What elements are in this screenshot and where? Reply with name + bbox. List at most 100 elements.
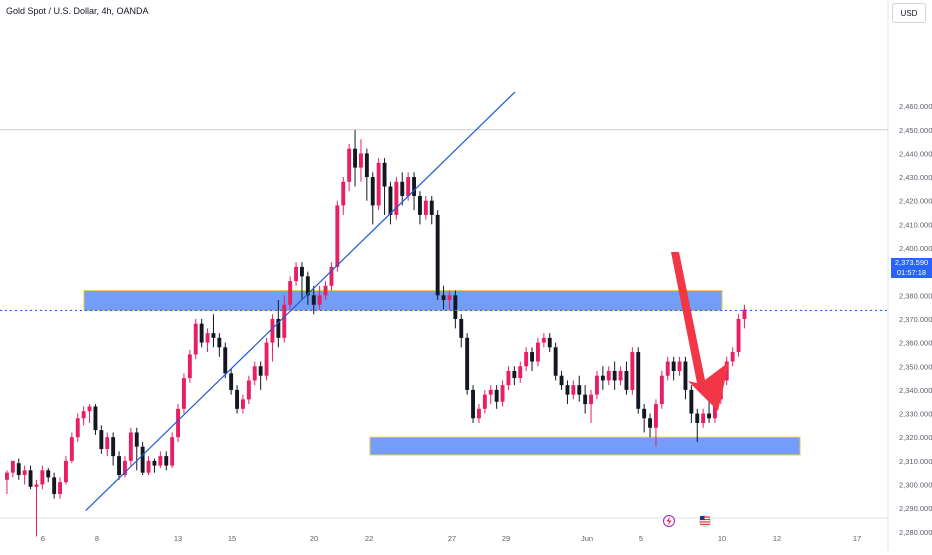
candle-body <box>571 385 576 395</box>
candle-body <box>471 389 475 419</box>
overlays <box>0 91 888 511</box>
candle <box>465 333 470 395</box>
candle <box>677 356 682 376</box>
candle <box>618 366 623 386</box>
y-tick-label: 2,280.000 <box>899 528 932 537</box>
candle <box>158 451 163 468</box>
candle-body <box>541 337 546 343</box>
candle-body <box>270 318 275 343</box>
candle-body <box>193 323 198 355</box>
candle-body <box>22 470 27 476</box>
candle <box>648 413 652 438</box>
candle <box>252 361 257 386</box>
y-tick-label: 2,340.000 <box>899 386 932 395</box>
x-tick-label: 10 <box>718 534 726 543</box>
candle <box>730 347 735 367</box>
candle <box>447 290 452 310</box>
candle-body <box>99 430 104 450</box>
candle <box>75 413 80 442</box>
candle-body <box>364 153 369 178</box>
candle-body <box>359 153 363 168</box>
candle <box>329 262 334 291</box>
candle <box>512 366 517 386</box>
candle-body <box>294 266 298 282</box>
trendline <box>85 91 516 511</box>
candle <box>5 470 9 494</box>
currency-button[interactable]: USD <box>892 3 926 23</box>
candle-body <box>736 318 741 353</box>
candle-body <box>46 470 51 478</box>
candle-body <box>659 375 664 405</box>
candle <box>665 356 670 381</box>
candle <box>69 432 74 464</box>
candle <box>701 408 706 428</box>
candle-body <box>58 482 62 494</box>
candle-body <box>423 200 428 215</box>
candle <box>28 465 33 490</box>
candle <box>636 347 641 414</box>
candle-body <box>671 361 676 371</box>
candle <box>689 385 694 424</box>
candle <box>10 460 15 478</box>
icons <box>663 515 711 527</box>
candle <box>229 368 234 395</box>
candle <box>187 349 192 383</box>
candle-body <box>252 366 257 381</box>
candle-body <box>618 370 623 381</box>
y-tick-label: 2,460.000 <box>899 102 932 111</box>
candle <box>111 432 116 466</box>
candle <box>364 148 369 201</box>
candle-body <box>565 385 570 395</box>
candle-body <box>176 408 180 438</box>
candle <box>518 361 523 383</box>
candle <box>577 375 582 402</box>
candle <box>536 337 540 367</box>
candle-body <box>258 366 263 376</box>
candle <box>471 385 475 424</box>
candle-body <box>429 200 434 215</box>
candle <box>353 129 357 187</box>
candle-body <box>81 411 86 419</box>
x-tick-label: Jun <box>581 534 593 543</box>
flag-canton <box>700 516 705 520</box>
candle <box>659 370 664 409</box>
candle-body <box>282 304 287 338</box>
candle-body <box>406 177 411 196</box>
candle <box>264 337 269 381</box>
candle <box>441 285 446 310</box>
flag-stripe <box>700 521 710 523</box>
candle <box>146 456 151 476</box>
candle <box>606 366 611 386</box>
candle-body <box>211 333 216 338</box>
flag-stripe <box>700 523 710 525</box>
candles <box>5 129 747 537</box>
candle-body <box>494 389 499 402</box>
candle-body <box>347 148 352 182</box>
candle-body <box>577 385 582 395</box>
countdown-label: 01:57:18 <box>896 268 927 277</box>
candle <box>553 342 558 381</box>
current-price-tag: 2,373.590 01:57:18 <box>891 258 932 278</box>
candle <box>176 404 180 442</box>
candle-body <box>536 342 540 362</box>
candle-body <box>394 181 399 215</box>
candle-body <box>146 460 151 473</box>
candle <box>595 370 599 400</box>
candle <box>123 456 127 478</box>
candle-body <box>465 337 470 390</box>
candle <box>695 408 700 442</box>
candle-body <box>512 370 517 379</box>
candle <box>347 143 352 192</box>
candle <box>341 177 346 215</box>
candle-body <box>606 370 611 381</box>
candle <box>170 432 175 468</box>
candle-body <box>689 389 694 414</box>
candle-body <box>170 437 175 466</box>
candle <box>488 385 493 405</box>
candle <box>541 333 546 348</box>
candle-body <box>459 318 464 338</box>
candle <box>152 458 157 473</box>
candle <box>683 356 688 400</box>
